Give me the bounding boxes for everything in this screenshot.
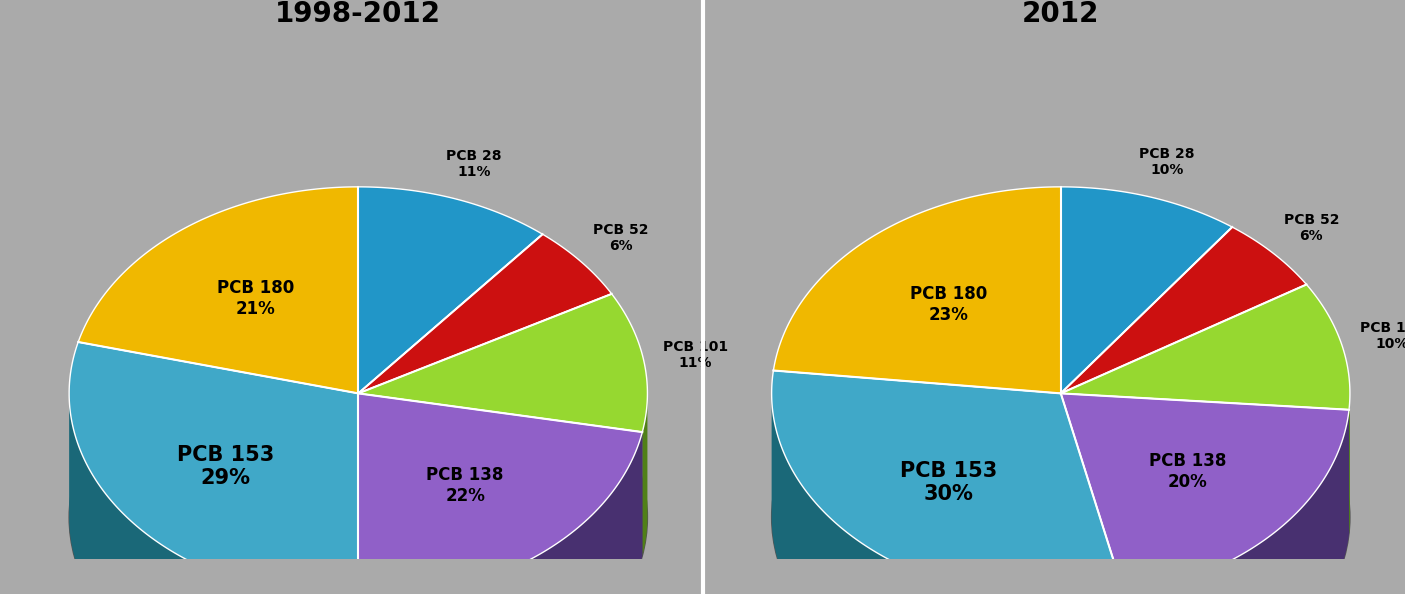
Polygon shape [1061, 393, 1124, 594]
Text: PCB 138
22%: PCB 138 22% [427, 466, 504, 505]
Text: PCB 180
21%: PCB 180 21% [216, 279, 294, 318]
Polygon shape [358, 393, 642, 556]
Polygon shape [1061, 285, 1350, 410]
Text: PCB 101
10%: PCB 101 10% [1360, 321, 1405, 351]
Polygon shape [69, 342, 358, 594]
Polygon shape [642, 394, 648, 556]
Polygon shape [1061, 393, 1349, 533]
Polygon shape [1061, 393, 1349, 594]
Polygon shape [69, 395, 358, 594]
Polygon shape [1061, 393, 1349, 533]
Title: 2012: 2012 [1021, 0, 1100, 27]
Polygon shape [1061, 393, 1124, 594]
Polygon shape [358, 393, 642, 594]
Title: 1998-2012: 1998-2012 [275, 0, 441, 27]
Polygon shape [771, 371, 1124, 594]
Polygon shape [358, 187, 542, 393]
Ellipse shape [69, 311, 648, 594]
Polygon shape [1061, 187, 1232, 393]
Polygon shape [1124, 410, 1349, 594]
Text: PCB 101
11%: PCB 101 11% [663, 340, 728, 370]
Polygon shape [773, 187, 1061, 393]
Text: PCB 52
6%: PCB 52 6% [1284, 213, 1339, 243]
Text: PCB 180
23%: PCB 180 23% [910, 285, 988, 324]
Polygon shape [79, 187, 358, 393]
Polygon shape [358, 393, 642, 556]
Text: PCB 138
20%: PCB 138 20% [1149, 453, 1227, 491]
Polygon shape [358, 432, 642, 594]
Text: PCB 52
6%: PCB 52 6% [593, 223, 649, 253]
Text: PCB 28
11%: PCB 28 11% [447, 149, 502, 179]
Polygon shape [771, 394, 1124, 594]
Polygon shape [1061, 227, 1307, 393]
Ellipse shape [771, 311, 1350, 594]
Text: PCB 153
29%: PCB 153 29% [177, 446, 274, 488]
Text: PCB 28
10%: PCB 28 10% [1139, 147, 1196, 177]
Polygon shape [358, 294, 648, 432]
Text: PCB 153
30%: PCB 153 30% [901, 461, 998, 504]
Polygon shape [358, 234, 611, 393]
